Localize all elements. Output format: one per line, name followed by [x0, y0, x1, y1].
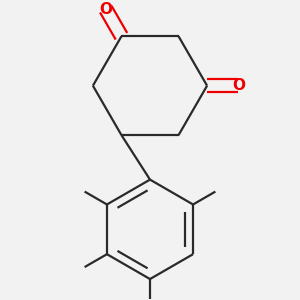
Text: O: O	[99, 2, 112, 17]
Text: O: O	[232, 78, 245, 93]
